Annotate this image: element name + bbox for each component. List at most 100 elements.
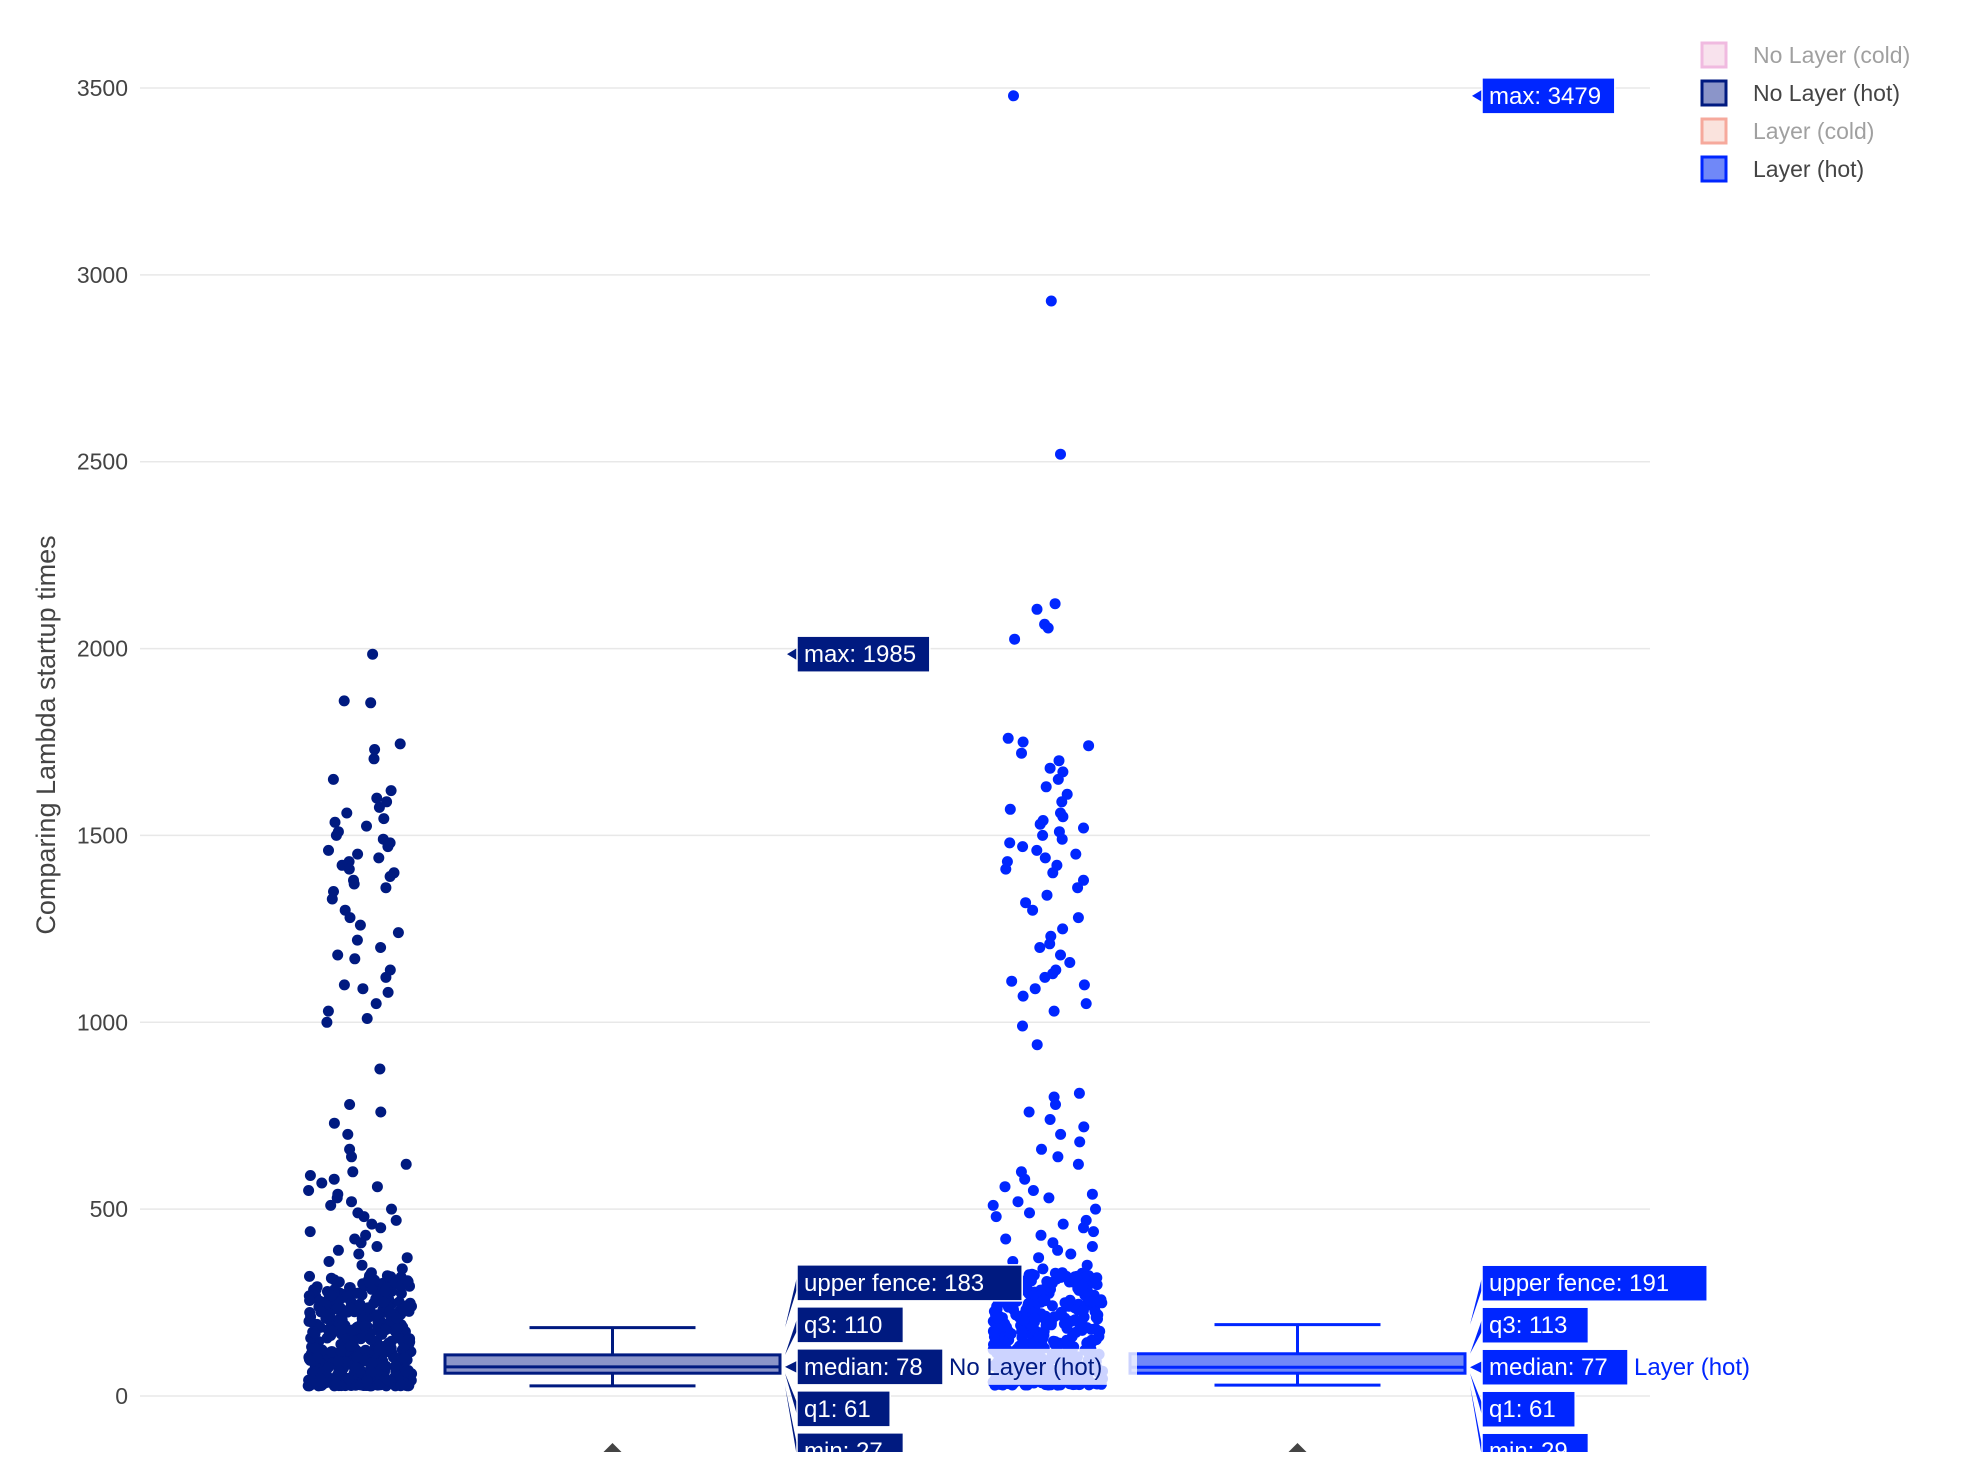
outlier-point[interactable]: [328, 1117, 340, 1129]
outlier-point[interactable]: [1019, 1173, 1031, 1185]
outlier-point[interactable]: [1040, 781, 1052, 793]
outlier-point[interactable]: [352, 848, 364, 860]
outlier-point[interactable]: [1029, 983, 1041, 995]
outlier-point[interactable]: [365, 697, 377, 709]
outlier-point[interactable]: [1000, 1233, 1012, 1245]
outlier-point[interactable]: [304, 1226, 316, 1238]
outlier-point[interactable]: [1037, 829, 1049, 841]
outlier-point[interactable]: [351, 934, 363, 946]
outlier-point[interactable]: [390, 1214, 402, 1226]
outlier-point[interactable]: [1027, 904, 1039, 916]
outlier-point[interactable]: [361, 820, 372, 832]
points-layer-hot-[interactable]: [987, 90, 1108, 1391]
outlier-point[interactable]: [316, 1177, 328, 1189]
legend-label[interactable]: No Layer (hot): [1753, 80, 1900, 106]
outlier-point[interactable]: [1000, 863, 1012, 875]
outlier-point[interactable]: [378, 813, 390, 825]
outlier-point[interactable]: [1055, 448, 1066, 460]
outlier-point[interactable]: [1037, 1263, 1049, 1275]
outlier-point[interactable]: [346, 1151, 357, 1163]
outlier-point[interactable]: [1088, 1226, 1099, 1238]
outlier-point[interactable]: [1053, 755, 1065, 767]
outlier-point[interactable]: [1086, 1188, 1098, 1200]
outlier-point[interactable]: [1023, 1106, 1035, 1118]
outlier-point[interactable]: [1049, 598, 1061, 610]
outlier-point[interactable]: [386, 1203, 397, 1215]
outlier-point[interactable]: [380, 971, 392, 983]
outlier-point[interactable]: [353, 1248, 365, 1260]
outlier-point[interactable]: [1055, 949, 1066, 961]
outlier-point[interactable]: [1048, 1005, 1060, 1017]
outlier-point[interactable]: [1052, 773, 1064, 785]
outlier-point[interactable]: [346, 1196, 357, 1208]
outlier-point[interactable]: [361, 1013, 373, 1024]
outlier-point[interactable]: [358, 1211, 370, 1223]
outlier-point[interactable]: [1044, 938, 1056, 950]
outlier-point[interactable]: [1008, 90, 1019, 102]
outlier-point[interactable]: [329, 816, 341, 828]
outlier-point[interactable]: [348, 878, 360, 890]
outlier-point[interactable]: [1057, 1218, 1069, 1230]
outlier-point[interactable]: [1036, 1143, 1047, 1155]
outlier-point[interactable]: [327, 773, 339, 785]
outlier-point[interactable]: [1017, 1020, 1028, 1032]
outlier-point[interactable]: [344, 912, 356, 924]
outlier-point[interactable]: [1017, 990, 1029, 1002]
outlier-point[interactable]: [371, 1241, 383, 1252]
outlier-point[interactable]: [1072, 882, 1084, 894]
outlier-point[interactable]: [373, 852, 385, 864]
outlier-point[interactable]: [1004, 837, 1016, 849]
outlier-point[interactable]: [1033, 1252, 1045, 1264]
outlier-point[interactable]: [382, 986, 394, 998]
outlier-point[interactable]: [1083, 740, 1095, 752]
outlier-point[interactable]: [1006, 975, 1018, 987]
legend-swatch[interactable]: [1700, 155, 1728, 183]
outlier-point[interactable]: [304, 1270, 315, 1282]
outlier-point[interactable]: [1009, 633, 1021, 645]
outlier-point[interactable]: [1045, 295, 1057, 307]
outlier-point[interactable]: [1024, 1207, 1035, 1219]
outlier-point[interactable]: [1090, 1203, 1101, 1215]
outlier-point[interactable]: [322, 1005, 334, 1017]
outlier-point[interactable]: [1080, 998, 1092, 1010]
outlier-point[interactable]: [1044, 1114, 1056, 1125]
outlier-point[interactable]: [380, 882, 392, 894]
outlier-point[interactable]: [304, 1170, 316, 1181]
outlier-point[interactable]: [382, 841, 394, 853]
outlier-point[interactable]: [349, 953, 361, 965]
legend[interactable]: No Layer (cold) No Layer (hot) Layer (cold…: [1700, 41, 1910, 183]
outlier-point[interactable]: [1017, 736, 1029, 748]
outlier-point[interactable]: [385, 785, 397, 797]
outlier-point[interactable]: [1002, 732, 1014, 744]
outlier-point[interactable]: [368, 753, 380, 765]
points-no-layer-hot-[interactable]: [302, 648, 418, 1392]
outlier-points[interactable]: [302, 90, 1108, 1392]
iqr-box[interactable]: [1128, 1352, 1467, 1375]
outlier-point[interactable]: [369, 744, 381, 755]
outlier-point[interactable]: [355, 1237, 367, 1249]
outlier-point[interactable]: [1078, 822, 1089, 834]
outlier-point[interactable]: [1027, 1185, 1039, 1196]
outlier-point[interactable]: [331, 1192, 343, 1204]
outlier-point[interactable]: [1031, 844, 1043, 856]
outlier-point[interactable]: [1052, 1151, 1064, 1163]
outlier-point[interactable]: [1020, 897, 1032, 909]
legend-label[interactable]: No Layer (cold): [1753, 42, 1910, 68]
outlier-point[interactable]: [1070, 848, 1082, 860]
outlier-point[interactable]: [1078, 979, 1090, 991]
outlier-point[interactable]: [328, 1173, 340, 1185]
outlier-point[interactable]: [354, 919, 366, 931]
outlier-point[interactable]: [1034, 818, 1046, 830]
outlier-point[interactable]: [1056, 833, 1068, 845]
outlier-point[interactable]: [1078, 1121, 1090, 1133]
outlier-point[interactable]: [367, 648, 379, 660]
outlier-point[interactable]: [1064, 957, 1076, 968]
outlier-point[interactable]: [1073, 1087, 1085, 1099]
outlier-point[interactable]: [330, 829, 342, 841]
outlier-point[interactable]: [326, 893, 338, 905]
outlier-point[interactable]: [341, 807, 353, 819]
outlier-point[interactable]: [321, 1016, 333, 1028]
outlier-point[interactable]: [375, 1106, 387, 1118]
outlier-point[interactable]: [373, 801, 385, 813]
outlier-point[interactable]: [344, 1099, 356, 1110]
